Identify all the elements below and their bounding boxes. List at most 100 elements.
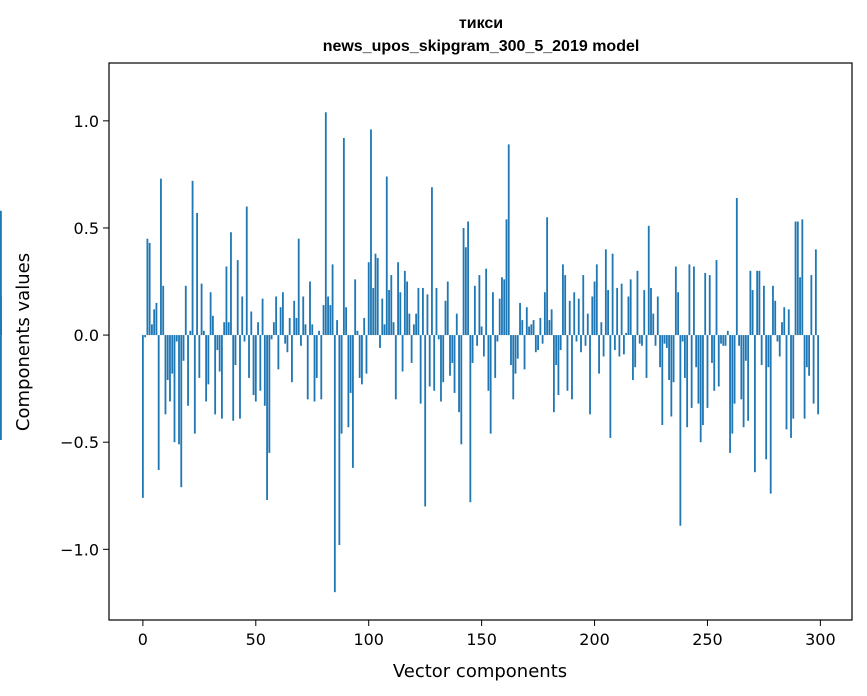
bar <box>315 335 318 378</box>
bar <box>211 315 214 336</box>
bar <box>699 335 702 443</box>
bar <box>528 326 530 336</box>
bar <box>236 260 239 336</box>
bar <box>191 180 194 336</box>
bar <box>162 285 165 336</box>
bar <box>740 335 743 400</box>
bar <box>431 187 433 336</box>
bar <box>652 313 655 336</box>
bar <box>293 300 296 336</box>
bar <box>410 335 413 363</box>
bar <box>376 257 379 336</box>
bar <box>674 266 677 336</box>
bar <box>451 335 454 363</box>
bar <box>286 335 289 353</box>
bar <box>636 270 639 336</box>
bar <box>523 335 526 370</box>
bar <box>708 275 711 336</box>
bar <box>717 335 720 387</box>
bar <box>160 178 162 336</box>
bar <box>252 335 255 396</box>
bar <box>392 322 395 336</box>
bar <box>331 264 334 336</box>
bar <box>503 279 506 336</box>
bar <box>476 335 479 346</box>
bar <box>469 335 472 503</box>
bar <box>602 335 605 357</box>
bar <box>372 287 375 336</box>
bar <box>753 335 756 473</box>
bar <box>616 287 619 336</box>
bar <box>291 335 293 383</box>
bar <box>704 272 707 336</box>
bar <box>681 335 684 342</box>
bar <box>690 335 693 408</box>
bar <box>175 335 178 342</box>
bar <box>525 307 528 336</box>
bar <box>320 335 323 400</box>
bar <box>625 332 628 336</box>
bar <box>749 270 752 336</box>
bar <box>695 335 698 368</box>
bar <box>182 335 185 361</box>
bar <box>760 335 763 366</box>
bar <box>519 302 521 336</box>
bar <box>598 335 600 374</box>
bar <box>356 330 359 336</box>
bar <box>697 335 700 404</box>
y-tick-label: 1.0 <box>74 112 99 131</box>
bar <box>566 335 569 391</box>
bar <box>611 253 614 336</box>
bar <box>365 335 368 374</box>
bar <box>532 320 535 336</box>
bar <box>329 305 332 336</box>
bar <box>196 212 198 336</box>
bar <box>442 335 445 383</box>
bar <box>189 330 192 336</box>
bar <box>785 335 788 430</box>
bar <box>462 227 465 336</box>
bar <box>367 262 370 336</box>
bar <box>530 324 533 336</box>
bar <box>415 313 418 336</box>
bar <box>580 335 582 353</box>
bar <box>505 219 508 336</box>
bar <box>543 292 546 336</box>
bar <box>706 335 709 408</box>
bar <box>354 279 357 336</box>
bar <box>471 335 474 363</box>
plot-frame <box>108 62 853 621</box>
bar <box>458 335 460 413</box>
bar <box>243 335 246 342</box>
bar <box>702 335 704 426</box>
bar <box>643 290 646 336</box>
bar <box>227 322 230 336</box>
bar <box>164 335 167 415</box>
bar <box>711 335 713 363</box>
bar <box>401 335 404 372</box>
bar <box>268 335 271 453</box>
bar <box>151 324 153 336</box>
bar <box>501 277 503 336</box>
bar <box>173 335 176 443</box>
bar <box>440 335 442 402</box>
bar <box>202 330 205 336</box>
bar <box>564 275 567 336</box>
bar <box>207 335 210 385</box>
bar <box>444 300 447 336</box>
bar <box>715 260 718 336</box>
bar <box>473 285 476 336</box>
bar <box>284 335 287 344</box>
bar <box>573 292 576 336</box>
bar <box>557 335 560 396</box>
bar <box>408 313 411 336</box>
bar <box>656 296 659 336</box>
bar <box>345 307 348 336</box>
x-tick-label: 300 <box>805 630 836 649</box>
bar <box>620 283 623 336</box>
bar <box>582 275 585 336</box>
bar <box>279 307 282 336</box>
bar <box>428 335 431 387</box>
bar <box>281 292 284 336</box>
bar <box>803 335 806 419</box>
